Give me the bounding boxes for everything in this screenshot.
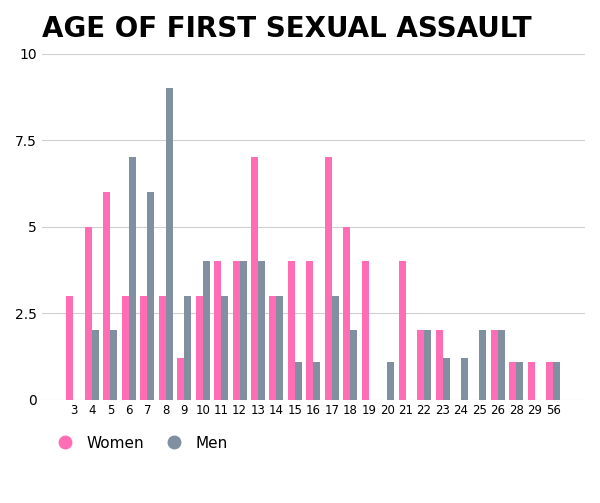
Bar: [166, 88, 173, 399]
Bar: [196, 296, 203, 399]
Bar: [424, 330, 431, 399]
Bar: [184, 296, 191, 399]
Bar: [140, 296, 147, 399]
Text: AGE OF FIRST SEXUAL ASSAULT: AGE OF FIRST SEXUAL ASSAULT: [42, 15, 532, 43]
Bar: [258, 261, 265, 399]
Bar: [398, 261, 406, 399]
Bar: [479, 330, 487, 399]
Bar: [307, 261, 313, 399]
Bar: [461, 358, 468, 399]
Bar: [553, 362, 560, 399]
Bar: [221, 296, 228, 399]
Bar: [122, 296, 129, 399]
Bar: [159, 296, 166, 399]
Bar: [239, 261, 247, 399]
Bar: [214, 261, 221, 399]
Bar: [288, 261, 295, 399]
Bar: [517, 362, 523, 399]
Bar: [498, 330, 505, 399]
Bar: [325, 157, 332, 399]
Bar: [92, 330, 99, 399]
Bar: [491, 330, 498, 399]
Bar: [251, 157, 258, 399]
Bar: [269, 296, 277, 399]
Bar: [313, 362, 320, 399]
Bar: [436, 330, 443, 399]
Bar: [147, 192, 154, 399]
Bar: [295, 362, 302, 399]
Bar: [417, 330, 424, 399]
Bar: [546, 362, 553, 399]
Bar: [129, 157, 136, 399]
Legend: Women, Men: Women, Men: [49, 436, 228, 451]
Bar: [233, 261, 239, 399]
Bar: [332, 296, 339, 399]
Bar: [343, 227, 350, 399]
Bar: [85, 227, 92, 399]
Bar: [67, 296, 73, 399]
Bar: [103, 192, 110, 399]
Bar: [110, 330, 118, 399]
Bar: [277, 296, 283, 399]
Bar: [509, 362, 517, 399]
Bar: [528, 362, 535, 399]
Bar: [350, 330, 357, 399]
Bar: [387, 362, 394, 399]
Bar: [177, 358, 184, 399]
Bar: [203, 261, 209, 399]
Bar: [362, 261, 369, 399]
Bar: [443, 358, 449, 399]
